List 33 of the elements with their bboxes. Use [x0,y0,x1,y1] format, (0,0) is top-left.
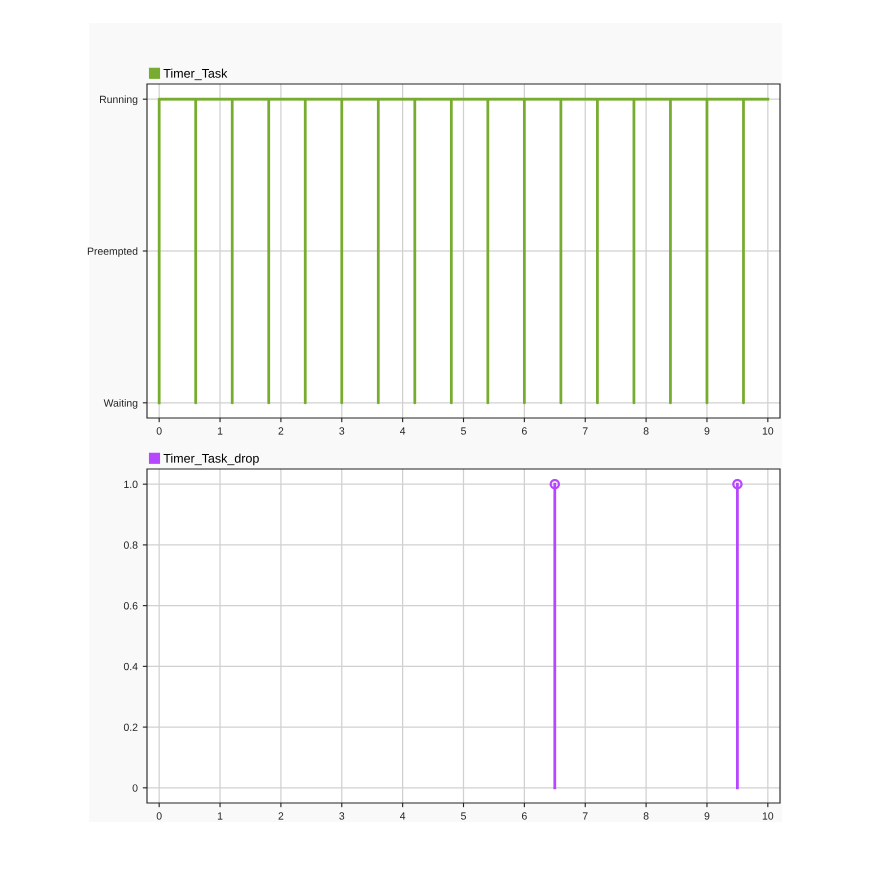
x-tick-label: 3 [339,812,344,820]
x-tick-label: 6 [522,427,527,435]
x-tick-label: 2 [278,812,284,820]
x-tick-label: 3 [339,427,344,435]
x-tick-label: 6 [522,812,527,820]
category-label: Waiting [104,399,138,409]
legend-label: Timer_Task [164,68,228,80]
x-tick-label: 10 [762,427,774,435]
x-tick-label: 0 [156,427,162,435]
y-tick-label: 0.4 [124,662,138,670]
category-label: Running [100,95,138,106]
y-tick-label: 0 [132,784,138,792]
x-tick-label: 9 [704,427,710,435]
x-tick-label: 5 [461,812,466,820]
x-tick-label: 8 [644,812,649,820]
y-tick-label: 0.8 [124,541,138,549]
x-tick-label: 2 [278,427,284,435]
x-tick-label: 9 [704,812,710,820]
category-label: Preempted [88,247,138,257]
y-tick-label: 0.2 [124,724,138,731]
y-tick-label: 0.6 [124,602,138,610]
x-tick-label: 10 [762,812,774,820]
x-tick-label: 0 [156,812,162,820]
y-tick-label: 1.0 [124,480,138,488]
x-tick-label: 4 [400,812,406,820]
x-tick-label: 5 [461,427,466,435]
x-tick-label: 7 [582,427,588,435]
x-tick-label: 1 [218,812,222,820]
legend-label: Timer_Task_drop [164,454,259,466]
x-tick-label: 7 [582,812,588,820]
x-tick-label: 1 [218,427,222,435]
x-tick-label: 8 [644,427,649,435]
x-tick-label: 4 [400,427,406,435]
